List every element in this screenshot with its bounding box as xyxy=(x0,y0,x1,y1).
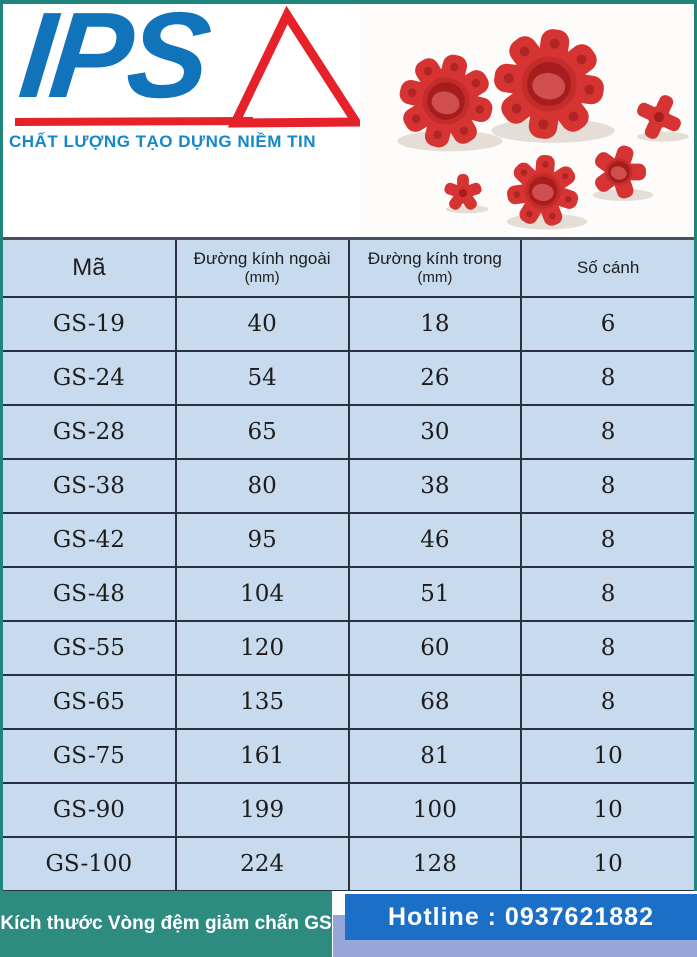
table-row: GS-42 95 46 8 xyxy=(3,511,694,568)
table-cell: GS-55 xyxy=(3,619,177,676)
table-row: GS-90 199 100 10 xyxy=(3,781,694,838)
table-cell: GS-48 xyxy=(3,565,177,622)
table-cell: 95 xyxy=(174,511,350,568)
spider-couplings-image xyxy=(397,29,689,230)
header-row: Mã Đường kính ngoài (mm) Đường kính trong (m… xyxy=(3,237,694,298)
table-row: GS-75 161 81 10 xyxy=(3,727,694,784)
hotline-text: Hotline : 0937621882 xyxy=(388,902,654,931)
logo-triangle-icon xyxy=(227,5,360,128)
table-cell: 38 xyxy=(347,457,523,514)
table-cell: 10 xyxy=(520,727,694,784)
table-cell: GS-19 xyxy=(3,295,177,352)
spec-table: Mã Đường kính ngoài (mm) Đường kính trong (m… xyxy=(3,237,694,892)
table-cell: 26 xyxy=(347,349,523,406)
table-row: GS-19 40 18 6 xyxy=(3,295,694,352)
table-cell: 8 xyxy=(520,565,694,622)
column-header-label: Mã xyxy=(72,254,106,282)
table-cell: GS-28 xyxy=(3,403,177,460)
spec-table-head: Mã Đường kính ngoài (mm) Đường kính trong (m… xyxy=(3,237,694,298)
page-border-top xyxy=(0,0,697,4)
table-row: GS-24 54 26 8 xyxy=(3,349,694,406)
table-cell: 128 xyxy=(347,835,523,892)
table-cell: 8 xyxy=(520,349,694,406)
footer: Kích thước Vòng đệm giảm chấn GS Hotline… xyxy=(0,891,697,957)
table-cell: 161 xyxy=(174,727,350,784)
table-cell: 81 xyxy=(347,727,523,784)
table-cell: GS-65 xyxy=(3,673,177,730)
table-cell: 40 xyxy=(174,295,350,352)
spec-table-body: GS-19 40 18 6 GS-24 54 26 8 GS-28 65 30 8 GS-38 80 38 8… xyxy=(3,295,694,892)
table-cell: 8 xyxy=(520,619,694,676)
spec-table-wrap: Mã Đường kính ngoài (mm) Đường kính trong (m… xyxy=(0,237,697,892)
ips-logo-graphic xyxy=(14,5,360,128)
column-header: Đường kính trong (mm) xyxy=(347,237,523,298)
table-cell: 46 xyxy=(347,511,523,568)
product-photo xyxy=(360,4,694,237)
table-cell: 135 xyxy=(174,673,350,730)
table-row: GS-28 65 30 8 xyxy=(3,403,694,460)
table-cell: GS-38 xyxy=(3,457,177,514)
table-cell: 199 xyxy=(174,781,350,838)
table-row: GS-100 224 128 10 xyxy=(3,835,694,892)
column-header-label: Số cánh xyxy=(576,258,640,278)
table-row: GS-55 120 60 8 xyxy=(3,619,694,676)
column-header-label: Đường kính trong xyxy=(367,249,502,269)
column-header-unit: (mm) xyxy=(417,269,453,287)
table-cell: 8 xyxy=(520,673,694,730)
column-header-label: Đường kính ngoài xyxy=(193,249,331,269)
logo-underline xyxy=(14,117,254,126)
table-cell: 65 xyxy=(174,403,350,460)
table-cell: 8 xyxy=(520,511,694,568)
table-cell: GS-90 xyxy=(3,781,177,838)
table-row: GS-65 135 68 8 xyxy=(3,673,694,730)
table-row: GS-38 80 38 8 xyxy=(3,457,694,514)
table-cell: 100 xyxy=(347,781,523,838)
footer-caption: Kích thước Vòng đệm giảm chấn GS xyxy=(0,913,332,934)
table-cell: 68 xyxy=(347,673,523,730)
column-header-unit: (mm) xyxy=(244,269,280,287)
table-row: GS-48 104 51 8 xyxy=(3,565,694,622)
logo-wordmark: IPS xyxy=(13,0,213,123)
table-cell: 51 xyxy=(347,565,523,622)
table-cell: GS-75 xyxy=(3,727,177,784)
page-border-left xyxy=(0,0,3,891)
table-cell: 30 xyxy=(347,403,523,460)
table-cell: 10 xyxy=(520,781,694,838)
table-cell: 104 xyxy=(174,565,350,622)
column-header: Đường kính ngoài (mm) xyxy=(174,237,350,298)
logo-tagline: CHẤT LƯỢNG TẠO DỰNG NIỀM TIN xyxy=(9,132,316,151)
table-cell: GS-42 xyxy=(3,511,177,568)
table-cell: 224 xyxy=(174,835,350,892)
table-cell: 8 xyxy=(520,457,694,514)
hotline-bar: Hotline : 0937621882 xyxy=(345,894,697,940)
table-cell: 80 xyxy=(174,457,350,514)
table-cell: 8 xyxy=(520,403,694,460)
page-border-right xyxy=(694,0,697,891)
header: IPS CHẤT LƯỢNG TẠO DỰNG NIỀM TIN xyxy=(0,0,697,237)
table-cell: 10 xyxy=(520,835,694,892)
table-cell: 60 xyxy=(347,619,523,676)
table-cell: 18 xyxy=(347,295,523,352)
column-header: Mã xyxy=(3,237,177,298)
logo-area: IPS CHẤT LƯỢNG TẠO DỰNG NIỀM TIN xyxy=(3,0,360,237)
table-cell: 54 xyxy=(174,349,350,406)
table-cell: 120 xyxy=(174,619,350,676)
table-cell: 6 xyxy=(520,295,694,352)
table-cell: GS-24 xyxy=(3,349,177,406)
column-header: Số cánh xyxy=(520,237,694,298)
table-cell: GS-100 xyxy=(3,835,177,892)
footer-caption-bar: Kích thước Vòng đệm giảm chấn GS xyxy=(0,891,332,957)
